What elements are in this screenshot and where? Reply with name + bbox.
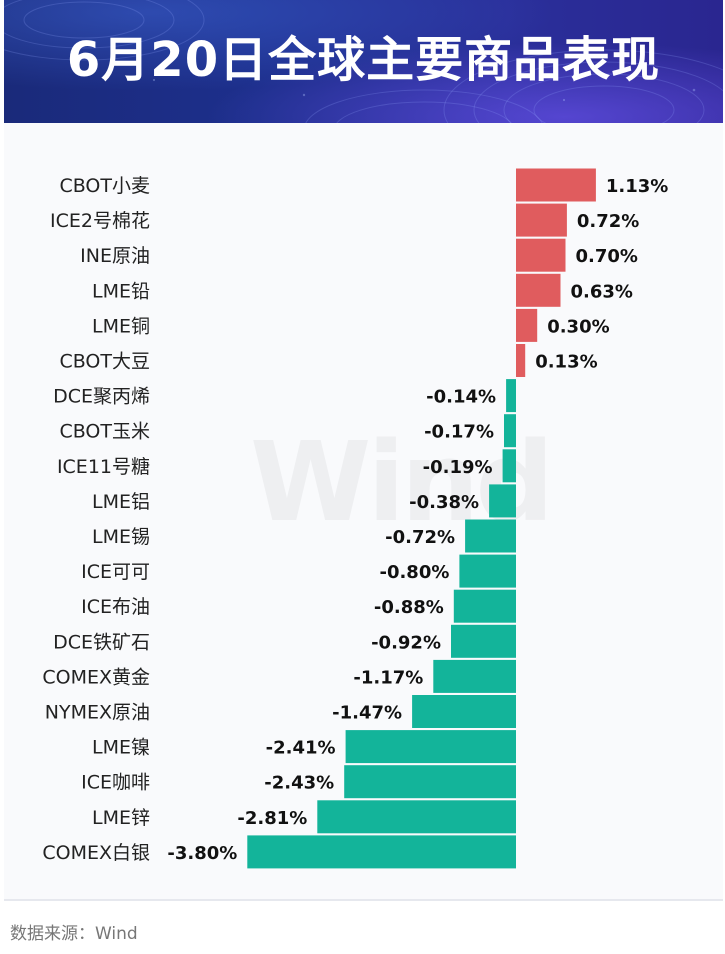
value-label: -1.47% xyxy=(332,703,402,724)
value-label: 0.13% xyxy=(535,352,597,373)
category-label: ICE咖啡 xyxy=(81,772,150,794)
bar-16 xyxy=(345,730,516,764)
value-label: -1.17% xyxy=(353,667,423,688)
value-label: -2.81% xyxy=(237,808,307,829)
value-label: 0.63% xyxy=(571,281,633,302)
value-label: 1.13% xyxy=(606,176,668,197)
page-title: 6月20日全球主要商品表现 xyxy=(66,32,661,88)
bar-19 xyxy=(247,835,517,869)
category-label: ICE布油 xyxy=(81,596,150,618)
value-label: -0.38% xyxy=(409,492,479,513)
value-label: 0.30% xyxy=(547,316,609,337)
category-label: DCE聚丙烯 xyxy=(53,386,150,408)
title-banner: 6月20日全球主要商品表现 xyxy=(4,0,723,123)
category-label: LME锌 xyxy=(92,807,150,829)
category-label: ICE2号棉花 xyxy=(50,210,150,232)
value-label: -0.72% xyxy=(385,527,455,548)
category-label: LME铅 xyxy=(92,280,150,302)
bar-11 xyxy=(459,554,516,588)
bar-6 xyxy=(506,379,516,413)
bar-4 xyxy=(516,308,538,342)
value-label: -2.41% xyxy=(266,738,336,759)
bar-17 xyxy=(344,765,516,799)
value-label: -0.14% xyxy=(426,387,496,408)
category-label: COMEX黄金 xyxy=(42,666,150,688)
bar-13 xyxy=(451,624,516,658)
value-label: -2.43% xyxy=(264,773,334,794)
bar-0 xyxy=(516,168,596,202)
banner-contour-decoration xyxy=(4,0,723,123)
value-label: -0.92% xyxy=(371,632,441,653)
bar-3 xyxy=(516,273,561,307)
bar-2 xyxy=(516,238,566,272)
value-label: -0.88% xyxy=(374,597,444,618)
bar-8 xyxy=(502,449,516,483)
category-label: NYMEX原油 xyxy=(45,702,150,724)
bar-18 xyxy=(317,800,516,834)
value-label: -0.19% xyxy=(423,457,493,478)
category-label: DCE铁矿石 xyxy=(53,631,150,653)
category-label: CBOT大豆 xyxy=(59,351,150,373)
category-label: LME铜 xyxy=(92,315,150,337)
bar-12 xyxy=(453,589,516,623)
bar-14 xyxy=(433,659,516,693)
value-label: 0.72% xyxy=(577,211,639,232)
value-label: -0.17% xyxy=(424,422,494,443)
category-label: LME铝 xyxy=(92,491,150,513)
category-label: ICE11号糖 xyxy=(57,456,150,478)
category-label: ICE可可 xyxy=(81,561,150,583)
bar-9 xyxy=(489,484,516,518)
category-label: COMEX白银 xyxy=(42,842,150,864)
source-note: 数据来源：Wind xyxy=(10,924,138,944)
category-label: LME锡 xyxy=(92,526,150,548)
bar-15 xyxy=(412,695,516,728)
category-label: LME镍 xyxy=(92,737,150,759)
bar-10 xyxy=(465,519,516,553)
bar-7 xyxy=(504,414,516,448)
category-label: INE原油 xyxy=(80,245,150,267)
bar-5 xyxy=(516,344,526,377)
value-label: -3.80% xyxy=(167,843,237,864)
value-label: -0.80% xyxy=(379,562,449,583)
category-label: CBOT玉米 xyxy=(59,421,150,443)
bar-1 xyxy=(516,203,567,237)
category-label: CBOT小麦 xyxy=(59,175,150,197)
value-label: 0.70% xyxy=(576,246,638,267)
panel-divider xyxy=(4,899,723,901)
